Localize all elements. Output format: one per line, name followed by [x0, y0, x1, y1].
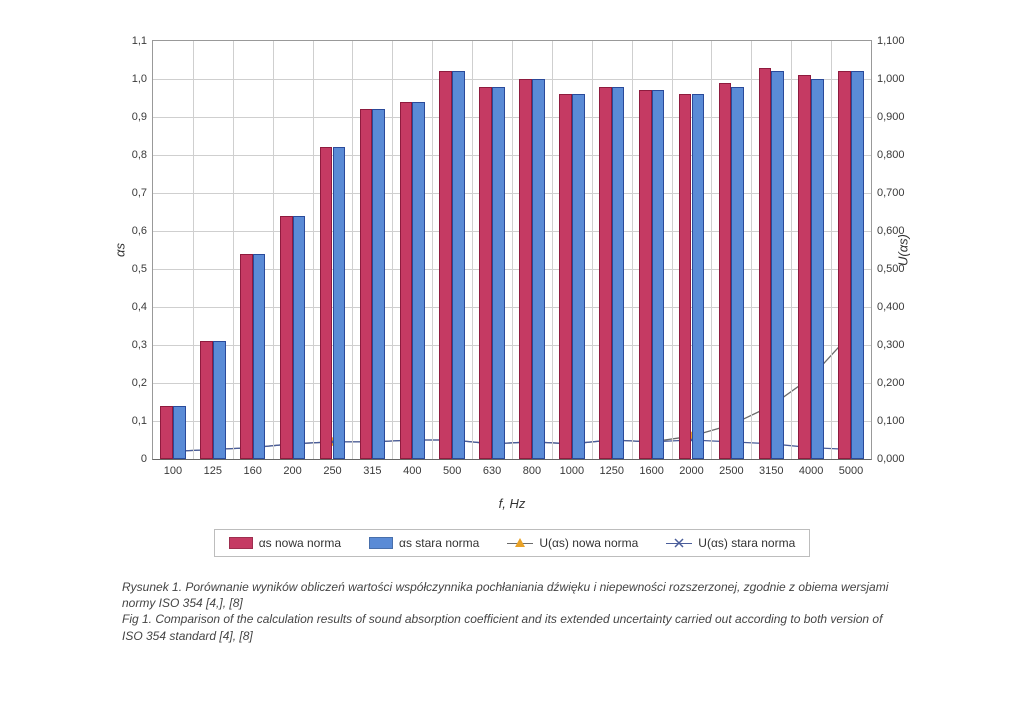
bar-stara: [253, 254, 266, 459]
x-tick: 800: [523, 459, 541, 477]
bar-nowa: [559, 94, 572, 459]
x-tick: 400: [403, 459, 421, 477]
bar-nowa: [838, 71, 851, 459]
bar-stara: [572, 94, 585, 459]
x-tick: 100: [164, 459, 182, 477]
bar-nowa: [280, 216, 293, 459]
y-right-tick: 0,100: [871, 415, 905, 427]
x-axis-label: f, Hz: [102, 496, 922, 511]
x-tick: 5000: [839, 459, 863, 477]
bar-nowa: [639, 90, 652, 459]
plot-area: αs U(αs) 00,0000,10,1000,20,2000,30,3000…: [152, 40, 872, 460]
y-axis-left-label: αs: [112, 243, 127, 257]
legend-swatch-bar-nowa: [229, 537, 253, 549]
bar-stara: [452, 71, 465, 459]
bar-nowa: [679, 94, 692, 459]
y-left-tick: 0,9: [132, 111, 153, 123]
legend-swatch-bar-stara: [369, 537, 393, 549]
x-tick: 1600: [639, 459, 663, 477]
bar-stara: [652, 90, 665, 459]
chart-container: αs U(αs) 0 0,000 0,1 0,100 0,2 0,200 0,3 0,300 0…: [102, 40, 922, 644]
legend-swatch-line-nowa: [507, 543, 533, 544]
x-tick: 160: [244, 459, 262, 477]
bar-nowa: [719, 83, 732, 459]
bar-stara: [412, 102, 425, 459]
y-right-tick: 0,900: [871, 111, 905, 123]
x-tick: 125: [204, 459, 222, 477]
bar-stara: [293, 216, 306, 459]
bar-nowa: [400, 102, 413, 459]
x-tick: 3150: [759, 459, 783, 477]
bar-nowa: [599, 87, 612, 459]
bar-nowa: [519, 79, 532, 459]
x-tick: 250: [323, 459, 341, 477]
bar-nowa: [479, 87, 492, 459]
bar-stara: [692, 94, 705, 459]
x-tick: 315: [363, 459, 381, 477]
y-right-tick: 0,200: [871, 377, 905, 389]
bar-stara: [612, 87, 625, 459]
y-axis-right-label: U(αs): [896, 234, 911, 266]
legend-swatch-line-stara: [666, 543, 692, 544]
bar-stara: [333, 147, 346, 459]
y-right-tick: 0,000: [871, 453, 905, 465]
y-right-tick: 1,100: [871, 35, 905, 47]
x-tick: 500: [443, 459, 461, 477]
y-right-tick: 0,300: [871, 339, 905, 351]
y-left-tick: 0,7: [132, 187, 153, 199]
y-left-tick: 0,2: [132, 377, 153, 389]
bar-nowa: [160, 406, 173, 459]
bar-nowa: [439, 71, 452, 459]
x-tick: 2000: [679, 459, 703, 477]
x-tick: 1250: [599, 459, 623, 477]
bar-stara: [492, 87, 505, 459]
x-tick: 200: [283, 459, 301, 477]
x-tick: 2500: [719, 459, 743, 477]
y-right-tick: 0,600: [871, 225, 905, 237]
legend-item-line-nowa: U(αs) nowa norma: [507, 536, 638, 550]
legend: αs nowa norma αs stara norma U(αs) nowa …: [214, 529, 811, 557]
bar-stara: [213, 341, 226, 459]
bar-stara: [811, 79, 824, 459]
bar-nowa: [240, 254, 253, 459]
figure-caption: Rysunek 1. Porównanie wyników obliczeń w…: [122, 579, 902, 644]
y-left-tick: 0,4: [132, 301, 153, 313]
bar-nowa: [759, 68, 772, 459]
y-right-tick: 0,800: [871, 149, 905, 161]
x-tick: 1000: [560, 459, 584, 477]
x-tick: 4000: [799, 459, 823, 477]
bar-nowa: [798, 75, 811, 459]
y-left-tick: 1,1: [132, 35, 153, 47]
legend-item-bar-stara: αs stara norma: [369, 536, 479, 550]
bar-nowa: [360, 109, 373, 459]
x-tick: 630: [483, 459, 501, 477]
y-right-tick: 0,500: [871, 263, 905, 275]
legend-item-bar-nowa: αs nowa norma: [229, 536, 341, 550]
y-left-tick: 0,3: [132, 339, 153, 351]
y-left-tick: 0,5: [132, 263, 153, 275]
legend-item-line-stara: U(αs) stara norma: [666, 536, 795, 550]
legend-label: αs nowa norma: [259, 536, 341, 550]
y-left-tick: 0: [141, 453, 153, 465]
legend-label: αs stara norma: [399, 536, 479, 550]
y-left-tick: 0,6: [132, 225, 153, 237]
bar-stara: [851, 71, 864, 459]
bar-stara: [173, 406, 186, 459]
bar-stara: [372, 109, 385, 459]
y-right-tick: 1,000: [871, 73, 905, 85]
y-left-tick: 0,1: [132, 415, 153, 427]
legend-label: U(αs) stara norma: [698, 536, 795, 550]
bar-nowa: [320, 147, 333, 459]
y-right-tick: 0,700: [871, 187, 905, 199]
bar-stara: [532, 79, 545, 459]
y-right-tick: 0,400: [871, 301, 905, 313]
bar-stara: [731, 87, 744, 459]
caption-line-pl: Rysunek 1. Porównanie wyników obliczeń w…: [122, 579, 902, 611]
y-left-tick: 1,0: [132, 73, 153, 85]
y-left-tick: 0,8: [132, 149, 153, 161]
legend-label: U(αs) nowa norma: [539, 536, 638, 550]
bar-stara: [771, 71, 784, 459]
bar-nowa: [200, 341, 213, 459]
caption-line-en: Fig 1. Comparison of the calculation res…: [122, 611, 902, 643]
